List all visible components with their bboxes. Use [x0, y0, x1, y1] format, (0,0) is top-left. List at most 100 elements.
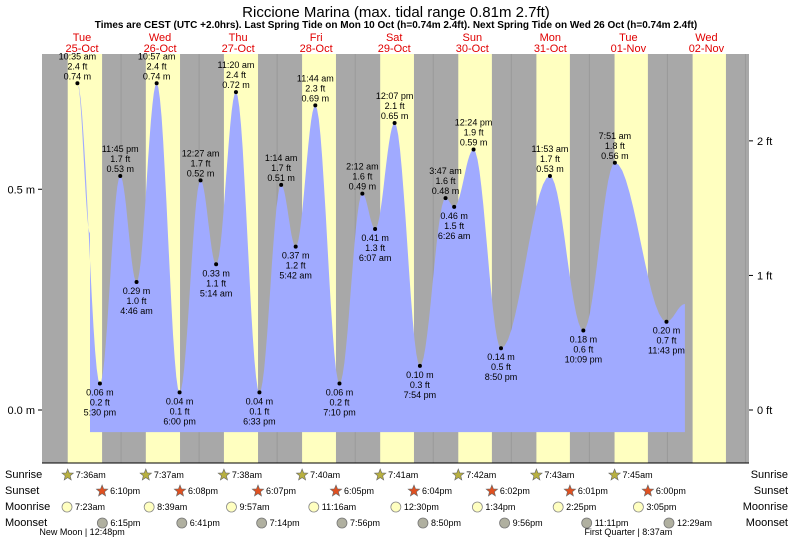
- day-name: Fri: [310, 32, 323, 44]
- low-tide-m: 0.46 m: [440, 211, 468, 221]
- day-headers: Tue25-OctWed26-OctThu27-OctFri28-OctSat2…: [66, 32, 725, 55]
- low-tide-time: 7:10 pm: [323, 408, 356, 418]
- high-tide-time: 3:47 am: [429, 166, 462, 176]
- low-tide-time: 6:00 pm: [163, 416, 196, 426]
- low-tide-time: 5:14 am: [200, 288, 233, 298]
- high-tide-time: 11:44 am: [297, 73, 334, 83]
- tide-curve: [77, 83, 685, 433]
- low-tide-point: [257, 390, 262, 395]
- day-name: Mon: [540, 32, 561, 44]
- high-tide-point: [547, 174, 552, 179]
- high-tide-ft: 1.9 ft: [464, 128, 485, 138]
- day-date: 26-Oct: [144, 43, 177, 55]
- moonrise-time: 9:57am: [239, 502, 269, 512]
- low-tide-ft: 0.1 ft: [249, 406, 270, 416]
- high-tide-m: 0.53 m: [536, 164, 564, 174]
- low-tide-point: [452, 204, 457, 209]
- sunrise-time: 7:40am: [310, 470, 340, 480]
- low-tide-point: [581, 328, 586, 333]
- moonrise-time: 11:16am: [322, 502, 356, 512]
- moonset-time: 8:50pm: [431, 518, 461, 528]
- row-label-left: Sunset: [5, 485, 39, 497]
- row-label-right: Moonset: [746, 517, 788, 529]
- sunset-icon: [329, 484, 343, 497]
- sunrise-time: 7:43am: [544, 470, 574, 480]
- low-tide-ft: 1.3 ft: [365, 243, 386, 253]
- day-date: 02-Nov: [689, 43, 725, 55]
- low-tide-m: 0.37 m: [282, 251, 310, 261]
- low-tide-point: [337, 381, 342, 386]
- high-tide-m: 0.65 m: [381, 111, 409, 121]
- low-tide-m: 0.04 m: [166, 396, 194, 406]
- moonset-time: 7:56pm: [350, 518, 380, 528]
- low-tide-m: 0.20 m: [653, 326, 681, 336]
- sunset-time: 6:08pm: [188, 486, 218, 496]
- sunset-time: 6:10pm: [110, 486, 140, 496]
- y-tick-label-ft: 2 ft: [757, 136, 772, 148]
- moonrise-time: 3:05pm: [646, 502, 676, 512]
- high-tide-time: 7:51 am: [599, 131, 632, 141]
- moonset-icon: [499, 517, 510, 529]
- high-tide-time: 2:12 am: [346, 162, 379, 172]
- high-tide-time: 12:07 pm: [376, 91, 414, 101]
- high-tide-ft: 1.7 ft: [540, 154, 561, 164]
- low-tide-time: 8:50 pm: [485, 372, 518, 382]
- high-tide-m: 0.51 m: [267, 173, 295, 183]
- high-tide-m: 0.74 m: [64, 71, 92, 81]
- low-tide-ft: 1.0 ft: [127, 296, 148, 306]
- day-date: 27-Oct: [222, 43, 255, 55]
- high-tide-time: 11:45 pm: [102, 144, 139, 154]
- low-tide-m: 0.06 m: [86, 388, 114, 398]
- y-tick-label-m: 0.0 m: [7, 405, 35, 417]
- moonset-icon: [176, 517, 188, 529]
- low-tide-point: [214, 262, 219, 267]
- sunset-icon: [251, 484, 265, 497]
- row-label-left: Moonrise: [5, 501, 50, 513]
- low-tide-m: 0.29 m: [123, 286, 151, 296]
- moonrise-time: 7:23am: [75, 502, 105, 512]
- day-date: 31-Oct: [534, 43, 567, 55]
- low-tide-point: [664, 319, 669, 324]
- moonset-time: 6:15pm: [110, 518, 140, 528]
- row-label-right: Sunrise: [751, 469, 788, 481]
- day-name: Wed: [695, 32, 717, 44]
- high-tide-ft: 1.7 ft: [271, 163, 292, 173]
- low-tide-ft: 1.2 ft: [286, 261, 307, 271]
- sunrise-time: 7:42am: [466, 470, 496, 480]
- high-tide-point: [443, 196, 448, 201]
- low-tide-ft: 0.2 ft: [329, 398, 350, 408]
- low-tide-time: 5:30 pm: [84, 408, 117, 418]
- low-tide-time: 4:46 am: [120, 306, 153, 316]
- low-tide-ft: 0.5 ft: [491, 362, 512, 372]
- low-tide-ft: 0.7 ft: [656, 336, 677, 346]
- moonrise-time: 2:25pm: [566, 502, 596, 512]
- day-date: 01-Nov: [611, 43, 647, 55]
- moonset-icon: [256, 517, 268, 529]
- low-tide-ft: 0.3 ft: [410, 380, 431, 390]
- low-tide-point: [499, 346, 504, 351]
- high-tide-time: 10:35 am: [59, 51, 97, 61]
- day-name: Sun: [462, 32, 482, 44]
- low-tide-ft: 0.6 ft: [573, 345, 594, 355]
- high-tide-ft: 1.6 ft: [352, 172, 373, 182]
- high-tide-m: 0.49 m: [349, 182, 377, 192]
- high-tide-point: [233, 90, 238, 95]
- high-tide-point: [360, 191, 365, 196]
- high-tide-point: [75, 81, 80, 86]
- row-label-left: Sunrise: [5, 469, 42, 481]
- daylight-band: [692, 54, 726, 463]
- sunrise-icon: [529, 468, 543, 481]
- sunrise-icon: [608, 468, 622, 481]
- low-tide-ft: 0.1 ft: [170, 406, 191, 416]
- high-tide-m: 0.59 m: [460, 138, 488, 148]
- chart-subtitle: Times are CEST (UTC +2.0hrs). Last Sprin…: [95, 20, 697, 31]
- sunset-time: 6:00pm: [656, 486, 686, 496]
- high-tide-m: 0.69 m: [302, 93, 330, 103]
- sunrise-icon: [373, 468, 387, 481]
- low-tide-point: [97, 381, 102, 386]
- high-tide-time: 12:24 pm: [455, 118, 493, 128]
- high-tide-m: 0.56 m: [601, 151, 629, 161]
- sunrise-icon: [295, 468, 309, 481]
- moonrise-icon: [633, 501, 644, 513]
- low-tide-time: 6:33 pm: [243, 416, 276, 426]
